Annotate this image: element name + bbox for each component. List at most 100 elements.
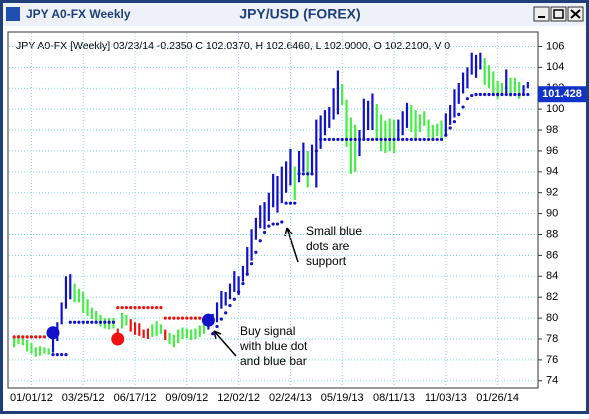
support-dot [12,335,16,339]
support-dot [163,316,167,320]
support-dot [439,137,444,142]
window-title: JPY A0-FX Weekly [26,7,131,21]
support-dot [29,335,34,339]
support-dot [517,92,521,97]
support-dot [193,316,198,320]
support-dot [388,137,392,142]
support-dot [155,306,159,310]
x-tick-label: 06/17/12 [114,392,157,404]
y-tick-label: 104 [546,61,564,73]
support-dot [189,316,193,320]
chart-title: JPY/USD (FOREX) [239,6,360,22]
support-dot [267,224,271,228]
support-dot [107,320,111,324]
support-dot [55,353,59,357]
support-dot [98,320,103,324]
support-dot [435,137,439,142]
x-tick-label: 09/09/12 [165,392,208,404]
title-bar [3,3,586,26]
support-dot [85,320,90,324]
support-dot [245,272,249,276]
support-dot [77,320,81,324]
close-icon [570,9,581,19]
x-tick-label: 05/19/13 [321,392,364,404]
support-dot [90,320,94,324]
support-dot [323,137,327,142]
support-dot [60,353,64,357]
support-dot [120,306,124,310]
chart-subtitle: JPY A0-FX [Weekly] 03/23/14 -0.2350 C 10… [16,40,450,52]
support-dot [379,137,383,142]
support-dot [249,262,254,266]
y-tick-label: 74 [546,375,558,387]
support-dot [150,306,154,310]
support-dot [64,353,68,357]
y-tick-label: 94 [546,166,558,178]
support-dot [241,282,245,286]
support-dot [470,93,474,98]
support-dot [297,172,301,176]
support-dot [180,316,185,320]
x-tick-label: 02/24/13 [269,392,312,404]
x-tick-label: 12/02/12 [217,392,260,404]
x-tick-label: 03/25/12 [62,392,105,404]
support-dot [457,112,461,116]
support-dot [25,335,29,339]
y-tick-label: 76 [546,354,558,366]
y-tick-label: 106 [546,40,564,52]
support-dot [275,222,280,226]
annotation-arrow [213,330,237,357]
support-dot [284,201,288,205]
support-dot [401,137,405,142]
minimize-button[interactable] [533,6,550,22]
support-dot [159,306,163,310]
plot-area [7,31,539,389]
support-dot [353,137,357,142]
support-dot [314,149,318,153]
support-dot [215,324,219,329]
support-dot [224,311,228,315]
support-dot [271,222,275,226]
support-dot [72,320,77,324]
y-tick-label: 98 [546,124,558,136]
support-dot [349,137,353,142]
support-dot [258,239,262,243]
y-tick-label: 88 [546,228,558,240]
x-tick-label: 11/03/13 [425,392,467,404]
y-tick-label: 78 [546,333,558,345]
support-dot [142,306,146,310]
x-tick-label: 08/11/13 [373,392,415,404]
support-dot [38,335,42,339]
support-dot [301,172,305,176]
support-dot [375,137,379,142]
support-dot [237,290,241,294]
annotation-text: Buy signal [240,324,295,338]
support-dot [508,92,513,97]
support-dot [228,303,232,308]
support-dot [500,92,504,97]
support-dot [185,316,189,320]
support-dot [383,137,387,142]
support-dot [103,320,107,324]
annotation-text: dots are [306,239,350,253]
annotation-text: Small blue [306,224,362,238]
annotation-text: and blue bar [240,354,307,368]
support-dot [288,201,293,205]
support-dot [211,332,215,336]
support-dot [331,137,336,142]
y-tick-label: 84 [546,270,558,282]
y-tick-label: 96 [546,145,558,157]
support-dot [319,137,323,142]
support-dot [172,316,176,320]
support-dot [116,306,120,310]
y-tick-label: 82 [546,291,558,303]
support-dot [465,97,470,101]
support-dot [357,137,362,142]
support-dot [474,92,478,97]
support-dot [133,306,137,310]
support-dot [42,335,46,339]
support-dot [444,133,448,137]
y-tick-label: 100 [546,103,564,115]
support-dot [396,137,400,142]
